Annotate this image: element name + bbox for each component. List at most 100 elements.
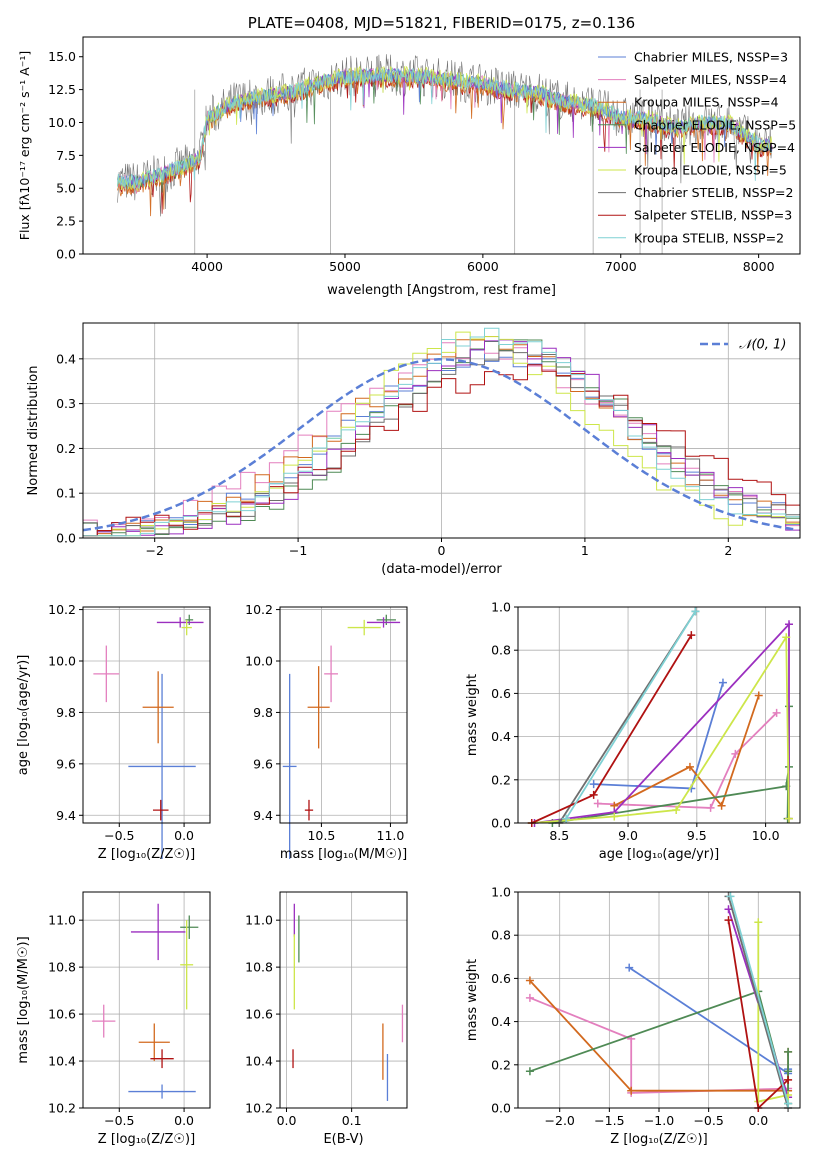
weight-line-salpeter-elodie	[534, 622, 790, 824]
weight-line-kroupa-miles	[613, 695, 760, 808]
weight-line-chabrier-miles	[593, 682, 724, 790]
y-tick-label: 0.2	[56, 441, 76, 456]
weight-marker	[784, 1099, 793, 1108]
mass-vs-ebv-panel: 0.0 0.1 10.2 10.4 10.6 10.8 11.0 E(B-V)	[245, 891, 408, 1147]
weight-marker	[610, 812, 619, 821]
weight-marker	[724, 916, 733, 925]
x-tick-label: 0.0	[277, 1113, 297, 1128]
x-tick-label: 0.1	[342, 1113, 362, 1128]
x-axis-label: Z [log₁₀(Z/Z☉)]	[98, 847, 195, 862]
y-tick-label: 0.4	[56, 351, 76, 366]
x-tick-label: 9.0	[618, 828, 638, 843]
y-tick-label: 5.0	[56, 181, 76, 196]
y-tick-label: 10.8	[48, 960, 76, 975]
normal-curve	[82, 358, 798, 532]
weight-marker	[687, 631, 696, 640]
legend-label: 𝒩(0, 1)	[739, 338, 786, 353]
weight-marker	[717, 801, 726, 810]
y-tick-label: 10.0	[48, 654, 76, 669]
weight-line-salpeter-stelib	[531, 634, 693, 824]
y-tick-label: 1.0	[491, 600, 511, 615]
x-tick-label: 9.5	[687, 828, 707, 843]
chart-title: PLATE=0408, MJD=51821, FIBERID=0175, z=0…	[248, 14, 635, 32]
weight-marker	[593, 799, 602, 808]
x-tick-label: 6000	[467, 259, 499, 274]
x-tick-label: −1.5	[594, 1113, 624, 1128]
x-tick-label: 0.0	[174, 1113, 194, 1128]
y-axis-label: Flux [fλ10⁻¹⁷ erg cm⁻² s⁻¹ A⁻¹]	[17, 51, 32, 240]
weight-line-kroupa-stelib	[565, 610, 697, 820]
y-tick-label: 0.2	[491, 1057, 511, 1072]
x-tick-label: 5000	[329, 259, 361, 274]
y-tick-label: 0.3	[56, 396, 76, 411]
weight-marker	[525, 1067, 534, 1076]
mass-vs-Z-panel: −0.5 0.0 10.2 10.4 10.6 10.8 11.0 Z [log₁₀(Z/Z☉…	[16, 891, 211, 1147]
mass-weight-vs-age-panel: 8.5 9.0 9.5 10.0 0.0 0.2 0.4 0.6 0.8 1.0 age [log₁…	[465, 600, 801, 862]
histogram-chabrier-stelib	[83, 350, 800, 537]
x-axis-label: E(B-V)	[323, 1132, 363, 1147]
y-axis-label: mass weight	[465, 959, 480, 1041]
weight-marker	[685, 762, 694, 771]
x-tick-label: −2	[145, 543, 163, 558]
legend-label: Chabrier STELIB, NSSP=2	[634, 185, 794, 200]
legend-label: Kroupa STELIB, NSSP=2	[634, 230, 784, 245]
y-tick-label: 0.6	[491, 686, 511, 701]
x-tick-label: −2.0	[545, 1113, 575, 1128]
weight-marker	[625, 963, 634, 972]
axes-frame	[517, 606, 801, 824]
weight-marker	[589, 780, 598, 789]
histogram-salpeter-elodie	[83, 339, 800, 537]
axes-frame	[517, 891, 801, 1109]
weight-marker	[691, 607, 700, 616]
weight-marker	[724, 905, 733, 914]
y-tick-label: 10.2	[245, 602, 273, 617]
y-tick-label: 0.0	[491, 1101, 511, 1116]
weight-marker	[784, 1075, 793, 1084]
y-tick-label: 7.5	[56, 148, 76, 163]
y-tick-label: 9.4	[253, 808, 273, 823]
residuals-panel: −2 −1 0 1 2 0.0 0.1 0.2 0.3 0.4 𝒩(0, 1) (data-model…	[26, 322, 801, 577]
residual-legend: 𝒩(0, 1)	[700, 338, 786, 353]
axes-frame	[82, 322, 801, 539]
y-tick-label: 0.4	[491, 1014, 511, 1029]
x-axis-label: age [log₁₀(age/yr)]	[599, 847, 720, 862]
weight-marker	[627, 1086, 636, 1095]
y-tick-label: 10.0	[245, 654, 273, 669]
histogram-kroupa-stelib	[83, 327, 800, 537]
weight-marker	[731, 749, 740, 758]
weight-marker	[589, 790, 598, 799]
y-tick-label: 0.8	[491, 928, 511, 943]
x-tick-label: 11.0	[377, 828, 405, 843]
weight-marker	[754, 918, 763, 927]
x-tick-label: −0.5	[104, 1113, 134, 1128]
y-tick-label: 0.0	[491, 816, 511, 831]
axes-frame	[279, 606, 408, 824]
x-axis-label: Z [log₁₀(Z/Z☉)]	[98, 1132, 195, 1147]
y-tick-label: 11.0	[48, 913, 76, 928]
x-tick-label: −0.5	[104, 828, 134, 843]
weight-line-chabrier-stelib	[727, 896, 789, 1109]
y-tick-label: 0.1	[56, 486, 76, 501]
y-tick-label: 10.2	[245, 1101, 273, 1116]
spectrum-panel: 4000 5000 6000 7000 8000 0.0 2.5 5.0 7.5 10.0 12.5…	[17, 14, 801, 298]
x-tick-label: 0.0	[748, 1113, 768, 1128]
weight-line-kroupa-elodie	[757, 922, 789, 1104]
axes-frame	[82, 606, 211, 824]
y-tick-label: 9.8	[253, 705, 273, 720]
weight-marker	[726, 892, 735, 901]
x-tick-label: −1.0	[644, 1113, 674, 1128]
y-tick-label: 9.6	[253, 756, 273, 771]
y-axis-label: mass [log₁₀(M/M☉)]	[16, 936, 31, 1063]
weight-marker	[718, 678, 727, 687]
y-tick-label: 11.0	[245, 913, 273, 928]
x-tick-label: 4000	[191, 259, 223, 274]
y-tick-label: 10.4	[48, 1054, 76, 1069]
y-tick-label: 0.2	[491, 772, 511, 787]
y-axis-label: age [log₁₀(age/yr)]	[16, 655, 31, 776]
y-tick-label: 10.8	[245, 960, 273, 975]
y-tick-label: 0.4	[491, 729, 511, 744]
spectrum-legend: Chabrier MILES, NSSP=3 Salpeter MILES, NS…	[598, 50, 796, 245]
weight-marker	[782, 633, 791, 642]
x-tick-label: 2	[724, 543, 732, 558]
